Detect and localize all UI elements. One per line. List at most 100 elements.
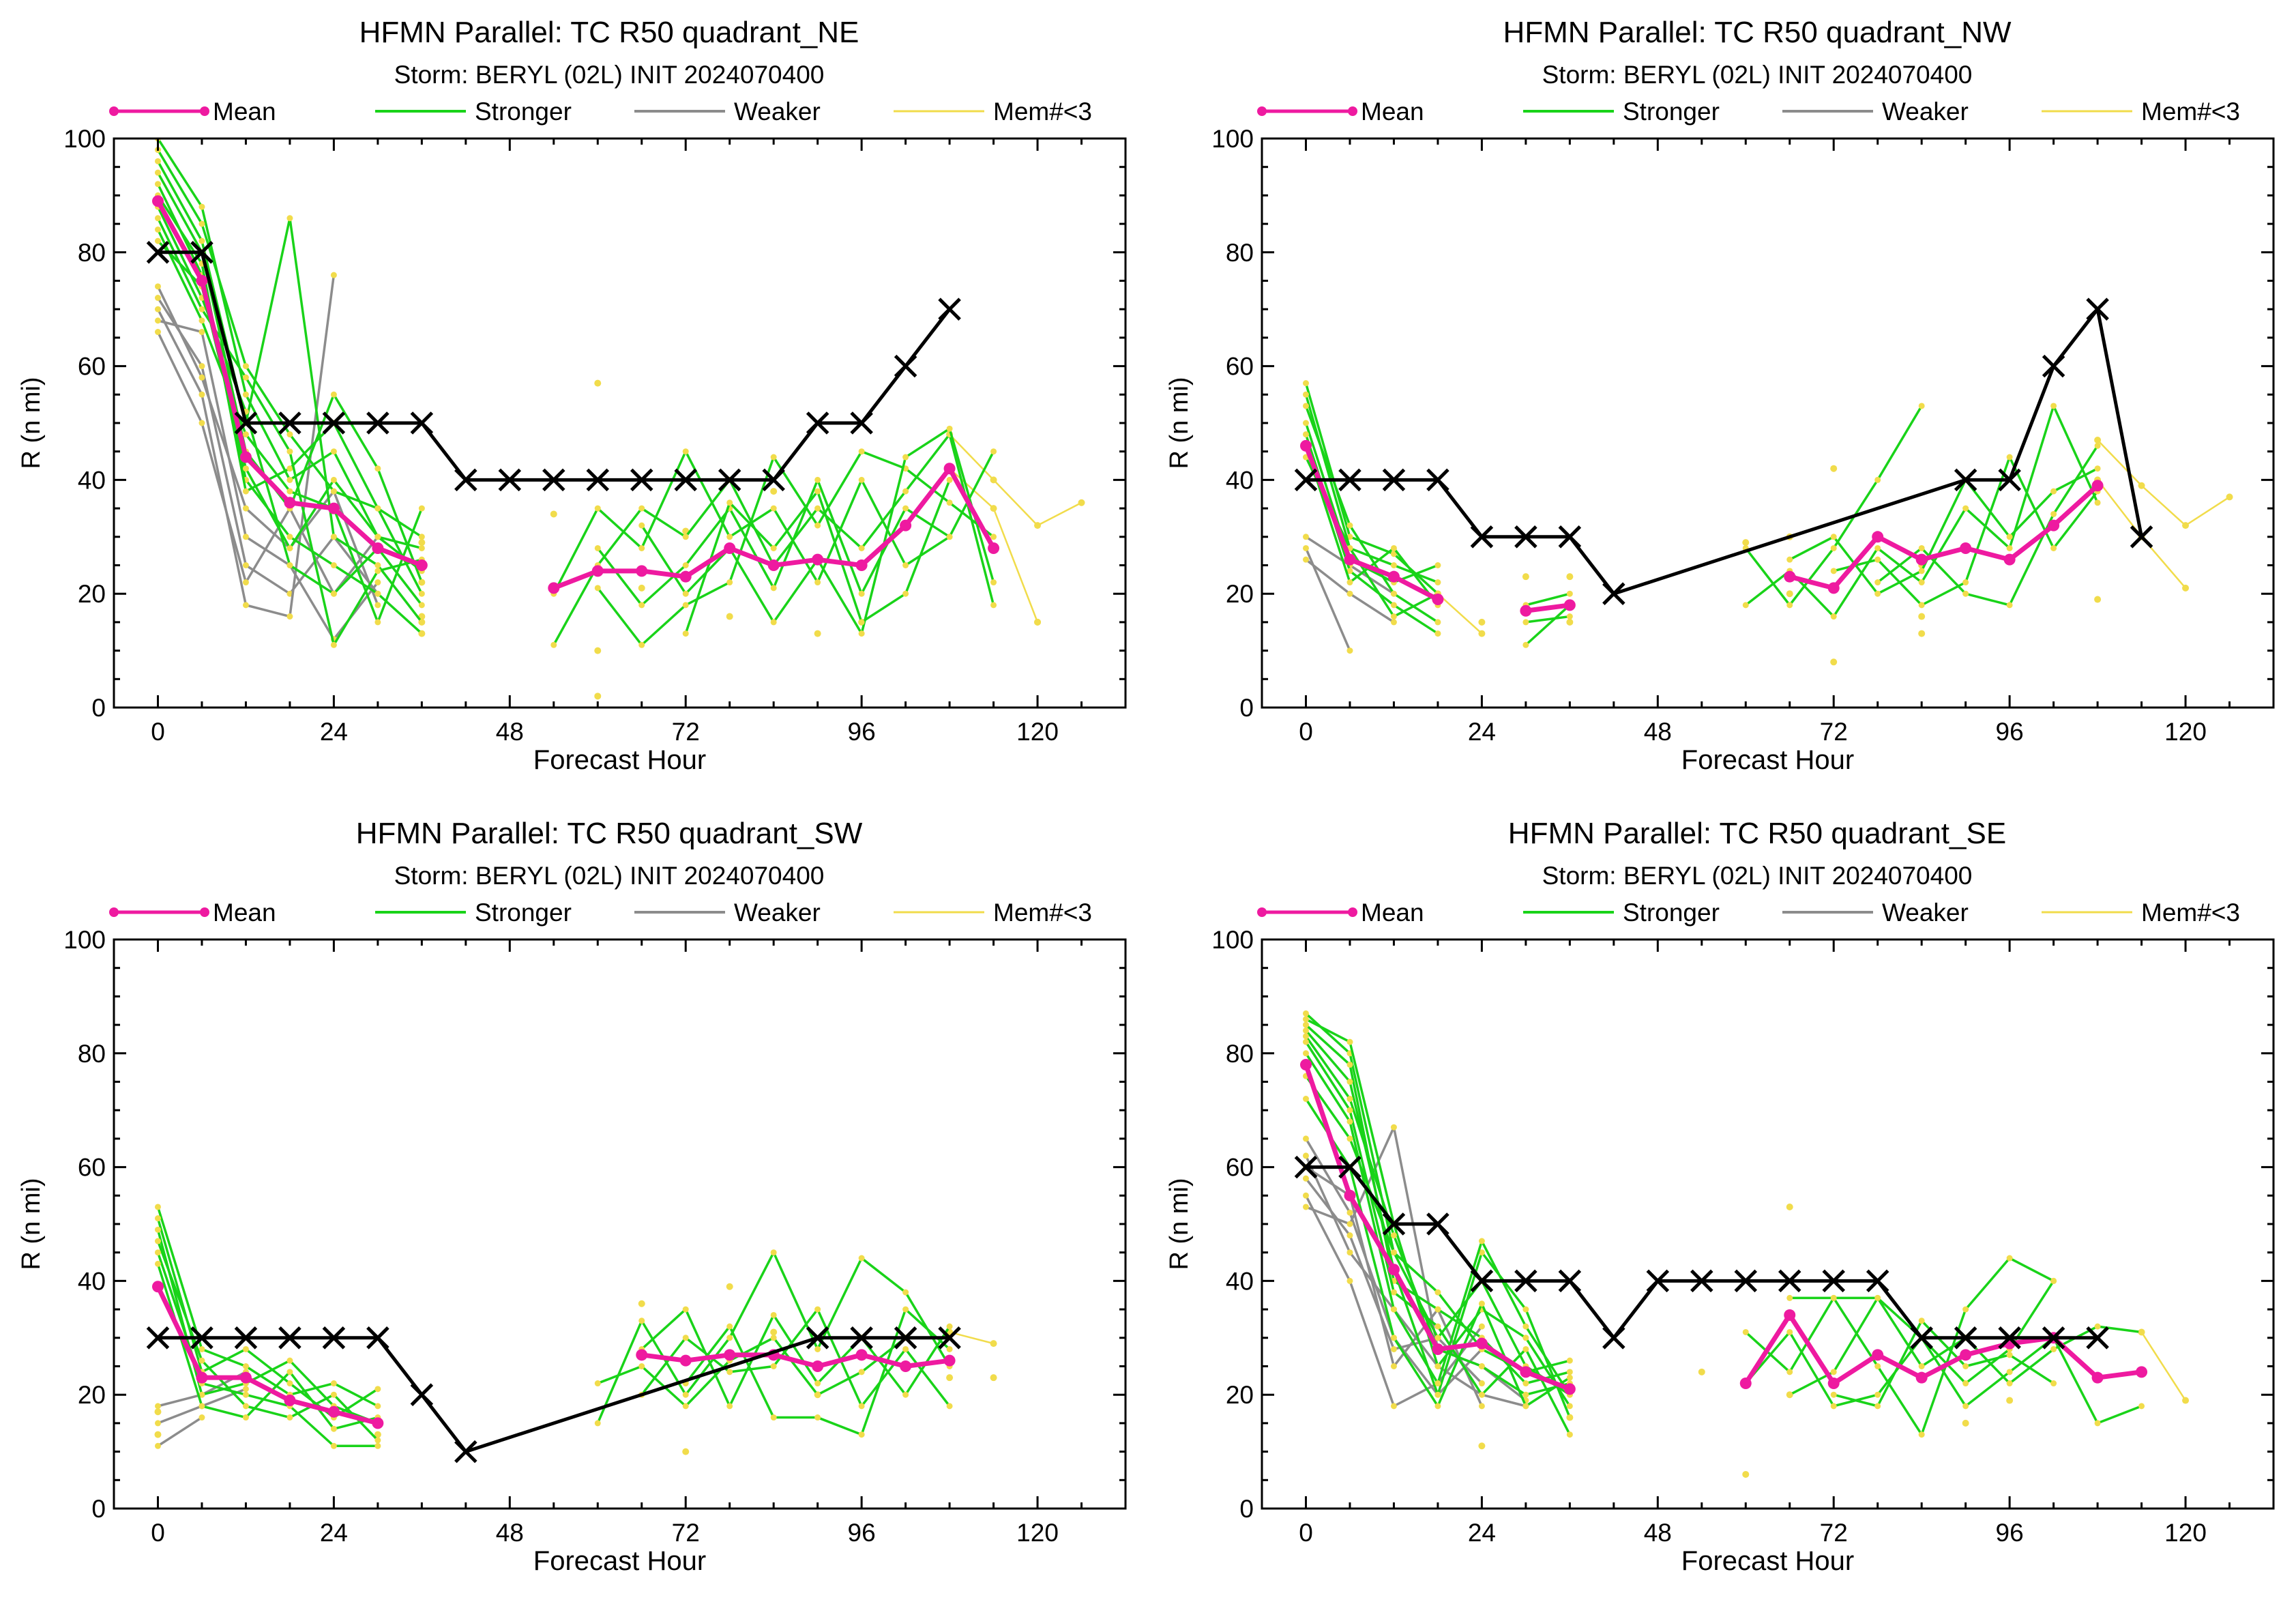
observed-series-marker: [410, 411, 434, 435]
member-stronger-line: [1304, 445, 1439, 606]
mean-series-point: [1563, 1383, 1576, 1395]
member-point: [1522, 1306, 1529, 1313]
member-point: [286, 1414, 293, 1421]
chart-title: HFMN Parallel: TC R50 quadrant_SW: [356, 817, 863, 850]
member-point: [770, 1249, 777, 1256]
member-point: [1830, 1369, 1837, 1375]
member-point: [1434, 1289, 1441, 1296]
member-point: [1478, 1363, 1485, 1369]
member-point: [726, 1323, 733, 1330]
mean-series-line: [1304, 445, 1439, 602]
mean-series-point: [196, 1371, 208, 1384]
member-point: [638, 505, 645, 512]
x-tick-label: 120: [1016, 718, 1059, 746]
y-tick-label: 100: [1211, 926, 1254, 954]
member-point: [330, 590, 337, 597]
member-point: [242, 1386, 249, 1393]
member-small-point: [1522, 573, 1529, 581]
x-tick-label: 72: [1820, 1519, 1848, 1547]
member-point: [198, 220, 205, 227]
member-point: [1390, 602, 1397, 609]
member-point: [198, 237, 205, 244]
member-point: [154, 226, 161, 233]
member-point: [242, 562, 249, 568]
member-point: [1346, 647, 1353, 654]
member-point: [2094, 1420, 2101, 1427]
member-point: [1522, 1335, 1529, 1341]
mean-series-point: [855, 1349, 868, 1361]
member-point: [242, 488, 249, 495]
member-point: [374, 1437, 381, 1444]
member-point: [902, 1289, 909, 1296]
legend-stronger-label: Stronger: [1623, 899, 1720, 927]
member-small-point: [1962, 1419, 1969, 1427]
member-point: [1434, 562, 1441, 568]
plot-data: [146, 1204, 997, 1463]
member-point: [1478, 1323, 1485, 1330]
y-tick-label: 80: [1226, 1040, 1254, 1068]
member-point: [902, 454, 909, 461]
legend-mean-dot: [1257, 106, 1267, 116]
legend-mean-dot: [200, 106, 209, 116]
y-tick-label: 80: [78, 1040, 106, 1068]
y-tick-label: 0: [1239, 1495, 1254, 1523]
y-tick-label: 40: [1226, 466, 1254, 494]
member-point: [374, 602, 381, 609]
mean-series-point: [151, 195, 164, 207]
member-point: [374, 1442, 381, 1449]
member-point: [1786, 1369, 1793, 1375]
member-point: [770, 544, 777, 551]
member-point: [154, 1215, 161, 1222]
y-tick-label: 60: [78, 353, 106, 381]
member-small-point: [2182, 1397, 2190, 1404]
member-point: [1390, 544, 1397, 551]
member-weaker-line: [156, 286, 379, 606]
member-small-point: [594, 693, 602, 700]
member-point: [1918, 1431, 1925, 1438]
y-tick-label: 100: [63, 125, 106, 153]
member-point: [814, 1391, 821, 1398]
observed-series-marker: [718, 468, 741, 492]
member-point: [1390, 1345, 1397, 1352]
member-point: [682, 562, 689, 568]
y-tick-label: 100: [63, 926, 106, 954]
member-point: [286, 613, 293, 620]
member-point: [814, 505, 821, 512]
member-point: [154, 1226, 161, 1233]
member-point: [418, 505, 425, 512]
x-axis-label: Forecast Hour: [1681, 745, 1854, 775]
member-point: [286, 431, 293, 438]
member-small-point: [946, 1374, 954, 1382]
x-tick-label: 24: [1468, 718, 1496, 746]
member-small-point: [2006, 1397, 2014, 1404]
chart-panel-sw: HFMN Parallel: TC R50 quadrant_SW Storm: …: [17, 817, 1127, 1576]
mean-series-point: [1827, 1378, 1840, 1390]
member-point: [198, 329, 205, 336]
member-small-point: [594, 647, 602, 654]
member-point: [154, 329, 161, 336]
member-point: [858, 476, 865, 483]
member-point: [154, 1403, 161, 1410]
member-point: [1830, 568, 1837, 574]
member-point: [946, 499, 953, 506]
member-point: [1874, 476, 1881, 483]
observed-series-marker: [1602, 582, 1625, 605]
observed-series-marker: [1426, 1212, 1449, 1236]
member-weaker-line: [157, 297, 379, 595]
member-point: [1830, 613, 1837, 620]
member-point: [594, 544, 601, 551]
chart-panel-nw: HFMN Parallel: TC R50 quadrant_NW Storm: …: [1165, 16, 2275, 775]
observed-series-marker: [190, 241, 214, 264]
member-point: [154, 215, 161, 222]
member-point: [2050, 510, 2057, 517]
member-point: [1390, 1124, 1397, 1131]
mean-series-point: [767, 559, 780, 571]
member-point: [330, 1442, 337, 1449]
observed-series-marker: [674, 468, 697, 492]
observed-series-marker: [630, 468, 653, 492]
legend-mean-label: Mean: [1361, 899, 1424, 927]
member-small-point: [1478, 618, 1486, 626]
member-point: [858, 1255, 865, 1262]
member-stronger-line: [1525, 615, 1570, 624]
observed-series-marker: [410, 1383, 434, 1406]
